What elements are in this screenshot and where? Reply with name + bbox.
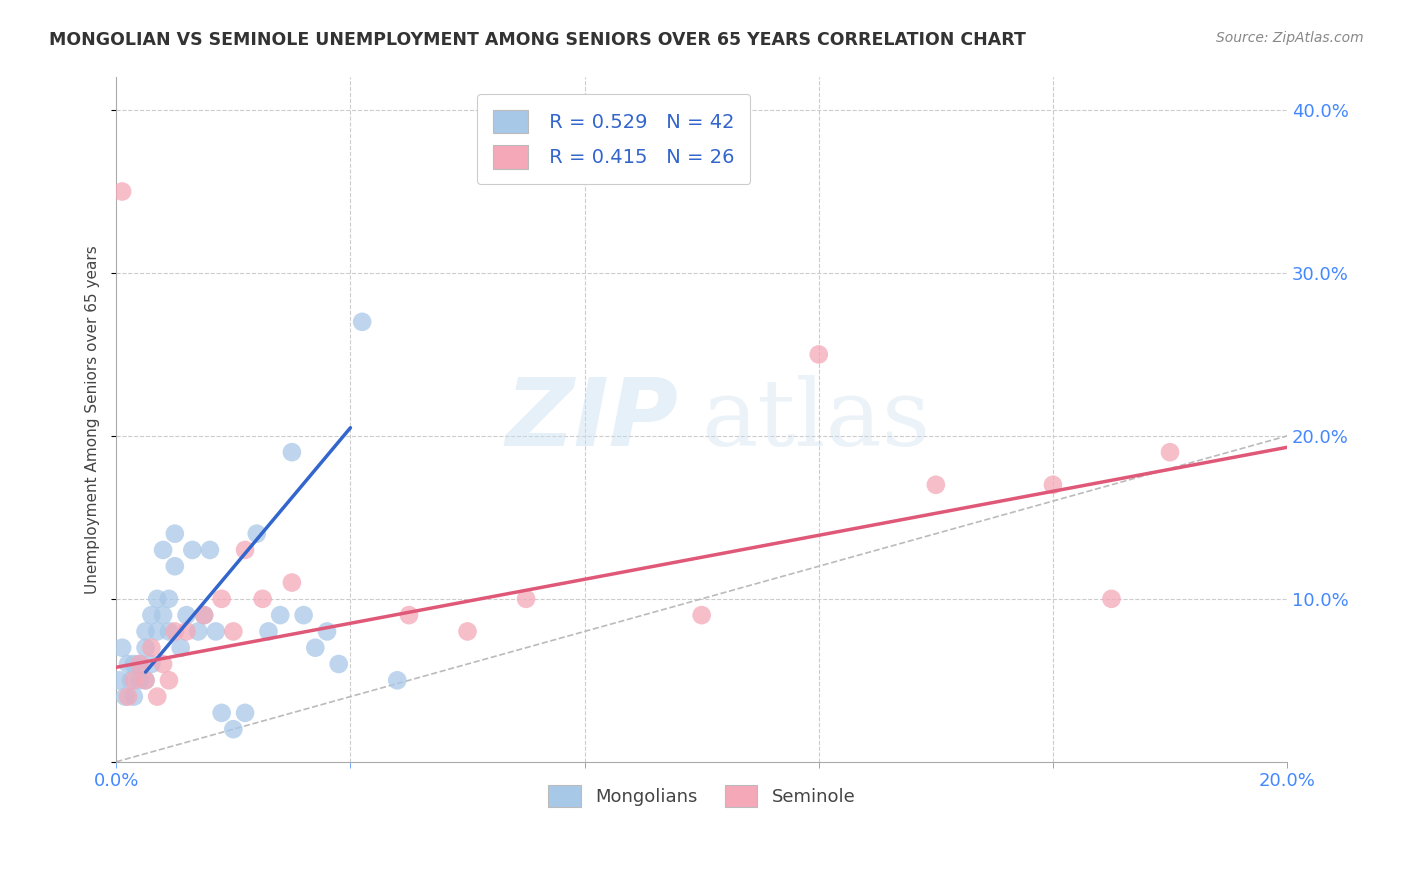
Point: [117, 690, 139, 704]
Point: [281, 445, 304, 459]
Point: [316, 624, 339, 639]
Point: [181, 543, 204, 558]
Point: [122, 690, 145, 704]
Point: [114, 690, 136, 704]
Point: [141, 657, 163, 671]
Point: [163, 559, 186, 574]
Point: [128, 673, 150, 688]
Point: [233, 706, 256, 720]
Legend: Mongolians, Seminole: Mongolians, Seminole: [541, 778, 862, 814]
Point: [146, 690, 169, 704]
Point: [269, 608, 291, 623]
Point: [211, 591, 233, 606]
Point: [690, 608, 713, 623]
Point: [1159, 445, 1181, 459]
Point: [387, 673, 409, 688]
Point: [169, 640, 191, 655]
Point: [292, 608, 315, 623]
Point: [193, 608, 215, 623]
Point: [187, 624, 209, 639]
Point: [1101, 591, 1123, 606]
Y-axis label: Unemployment Among Seniors over 65 years: Unemployment Among Seniors over 65 years: [86, 245, 100, 594]
Point: [163, 624, 186, 639]
Point: [515, 591, 537, 606]
Point: [1042, 477, 1064, 491]
Point: [120, 673, 142, 688]
Point: [111, 640, 134, 655]
Point: [135, 640, 157, 655]
Point: [135, 624, 157, 639]
Point: [257, 624, 280, 639]
Point: [157, 624, 180, 639]
Point: [152, 608, 174, 623]
Point: [163, 526, 186, 541]
Point: [152, 543, 174, 558]
Point: [146, 591, 169, 606]
Point: [108, 673, 131, 688]
Point: [152, 657, 174, 671]
Point: [457, 624, 479, 639]
Point: [141, 640, 163, 655]
Point: [246, 526, 269, 541]
Point: [252, 591, 274, 606]
Point: [111, 185, 134, 199]
Point: [176, 624, 198, 639]
Point: [352, 315, 374, 329]
Point: [328, 657, 350, 671]
Point: [157, 591, 180, 606]
Point: [122, 673, 145, 688]
Text: Source: ZipAtlas.com: Source: ZipAtlas.com: [1216, 31, 1364, 45]
Point: [157, 673, 180, 688]
Point: [222, 624, 245, 639]
Point: [233, 543, 256, 558]
Point: [122, 657, 145, 671]
Point: [135, 673, 157, 688]
Point: [281, 575, 304, 590]
Point: [176, 608, 198, 623]
Text: MONGOLIAN VS SEMINOLE UNEMPLOYMENT AMONG SENIORS OVER 65 YEARS CORRELATION CHART: MONGOLIAN VS SEMINOLE UNEMPLOYMENT AMONG…: [49, 31, 1026, 49]
Text: ZIP: ZIP: [505, 374, 678, 466]
Point: [807, 347, 830, 361]
Point: [398, 608, 420, 623]
Point: [117, 657, 139, 671]
Point: [204, 624, 226, 639]
Point: [141, 608, 163, 623]
Point: [135, 673, 157, 688]
Point: [128, 657, 150, 671]
Point: [304, 640, 326, 655]
Point: [146, 624, 169, 639]
Text: atlas: atlas: [702, 375, 931, 465]
Point: [925, 477, 948, 491]
Point: [198, 543, 221, 558]
Point: [222, 722, 245, 736]
Point: [211, 706, 233, 720]
Point: [128, 657, 150, 671]
Point: [193, 608, 215, 623]
